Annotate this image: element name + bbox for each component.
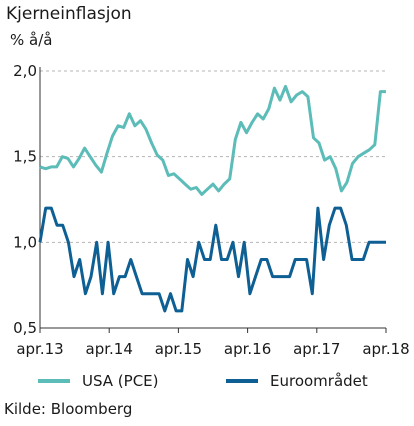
x-tick-label: apr.18 — [362, 340, 409, 358]
x-tick-label: apr.16 — [224, 340, 271, 358]
y-tick-label: 0,5 — [13, 319, 37, 337]
y-axis-unit: % å/å — [10, 31, 53, 49]
series-line-usa — [39, 84, 386, 196]
legend: USA (PCE) Euroområdet — [38, 372, 368, 390]
source-note: Kilde: Bloomberg — [4, 400, 133, 418]
y-tick-label: 1,5 — [13, 148, 37, 166]
y-tick-label: 2,0 — [13, 62, 37, 80]
x-tick-label: apr.15 — [155, 340, 202, 358]
axes: 0,5 1,0 1,5 2,0 apr.13 apr.14 apr.15 apr.16 apr.… — [13, 62, 410, 358]
series-line-euro — [38, 206, 386, 313]
y-tick-label: 1,0 — [13, 233, 37, 251]
legend-label-usa: USA (PCE) — [82, 372, 159, 390]
x-tick-label: apr.14 — [86, 340, 133, 358]
series-lines — [38, 84, 386, 313]
x-tick-label: apr.13 — [16, 340, 63, 358]
legend-label-euro: Euroområdet — [270, 372, 368, 390]
x-tick-label: apr.17 — [293, 340, 340, 358]
chart-title: Kjerneinflasjon — [6, 4, 132, 24]
